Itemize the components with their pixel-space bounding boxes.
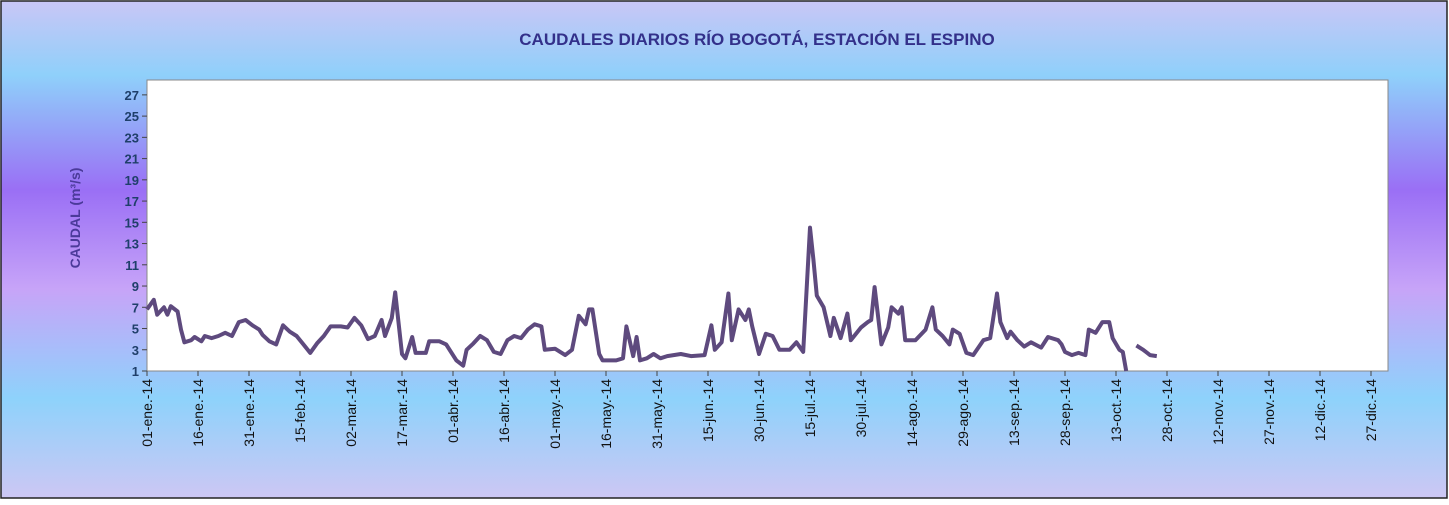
x-tick-label: 01-may.-14 — [547, 379, 563, 449]
y-tick-label: 5 — [132, 322, 139, 337]
x-tick-label: 28-sep.-14 — [1057, 379, 1073, 446]
x-tick-label: 16-may.-14 — [598, 379, 614, 449]
y-tick-label: 7 — [132, 300, 139, 315]
y-tick-label: 9 — [132, 279, 139, 294]
x-tick-label: 01-abr.-14 — [445, 379, 461, 443]
x-tick-label: 27-dic.-14 — [1363, 379, 1379, 441]
x-tick-label: 13-sep.-14 — [1006, 379, 1022, 446]
x-tick-label: 29-ago.-14 — [955, 379, 971, 447]
x-tick-label: 13-oct.-14 — [1108, 379, 1124, 442]
x-tick-label: 01-ene.-14 — [139, 379, 155, 447]
y-tick-label: 17 — [125, 194, 139, 209]
x-tick-label: 16-abr.-14 — [496, 379, 512, 443]
flow-line — [145, 225, 1158, 372]
y-tick-label: 15 — [125, 215, 139, 230]
y-tick-label: 27 — [125, 88, 139, 103]
x-tick-label: 31-may.-14 — [649, 379, 665, 449]
y-tick-label: 25 — [125, 109, 139, 124]
y-tick-label: 1 — [132, 364, 139, 379]
x-tick-label: 15-jul.-14 — [802, 379, 818, 438]
y-tick-label: 3 — [132, 343, 139, 358]
y-tick-label: 23 — [125, 130, 139, 145]
x-tick-label: 30-jun.-14 — [751, 379, 767, 442]
x-tick-label: 31-ene.-14 — [241, 379, 257, 447]
x-tick-label: 15-feb.-14 — [292, 379, 308, 443]
x-tick-label: 14-ago.-14 — [904, 379, 920, 447]
x-tick-label: 16-ene.-14 — [190, 379, 206, 447]
x-tick-label: 27-nov.-14 — [1261, 379, 1277, 445]
chart-title: CAUDALES DIARIOS RÍO BOGOTÁ, ESTACIÓN EL… — [519, 30, 994, 49]
x-tick-label: 12-nov.-14 — [1210, 379, 1226, 445]
x-tick-label: 15-jun.-14 — [700, 379, 716, 442]
x-tick-label: 12-dic.-14 — [1312, 379, 1328, 441]
x-tick-label: 02-mar.-14 — [343, 379, 359, 447]
y-tick-label: 19 — [125, 173, 139, 188]
x-tick-label: 28-oct.-14 — [1159, 379, 1175, 442]
y-tick-label: 21 — [125, 152, 139, 167]
y-tick-label: 11 — [125, 258, 139, 273]
y-axis-label: CAUDAL (m³/s) — [67, 168, 83, 269]
x-tick-label: 17-mar.-14 — [394, 379, 410, 447]
plot-area — [146, 79, 1389, 372]
y-tick-label: 13 — [125, 237, 139, 252]
x-tick-label: 30-jul.-14 — [853, 379, 869, 438]
